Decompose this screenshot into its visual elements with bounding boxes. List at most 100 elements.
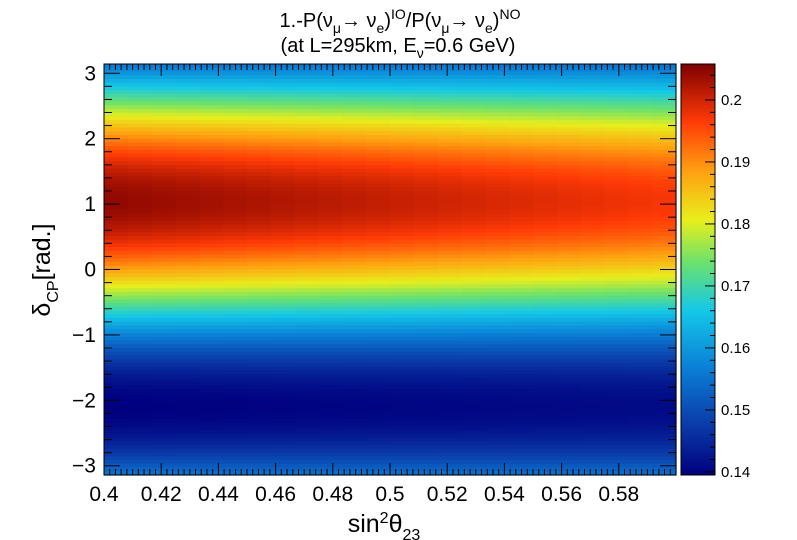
heatmap-cell (580, 392, 606, 398)
heatmap-cell (199, 205, 224, 211)
heatmap-cell (413, 183, 439, 188)
heatmap-cell (556, 329, 582, 334)
heatmap-cell (342, 217, 367, 222)
heatmap-cell (270, 310, 296, 315)
heatmap-cell (485, 374, 510, 379)
heatmap-cell (151, 310, 177, 315)
heatmap-cell (437, 235, 463, 241)
heatmap-cell (485, 134, 510, 140)
heatmap-cell (104, 142, 129, 147)
heatmap-cell (104, 93, 129, 99)
heatmap-cell (533, 108, 558, 114)
heatmap-cell (556, 112, 582, 117)
heatmap-cell (652, 418, 677, 424)
heatmap-cell (628, 288, 653, 293)
heatmap-cell (104, 164, 129, 170)
heatmap-cell (580, 205, 606, 211)
heatmap-cell (461, 280, 486, 286)
heatmap-cell (461, 198, 486, 203)
heatmap-cell (604, 93, 629, 99)
heatmap-cell (247, 187, 272, 192)
heatmap-cell (556, 396, 582, 401)
heatmap-cell (199, 123, 224, 129)
heatmap-cell (151, 153, 177, 159)
heatmap-cell (556, 392, 582, 398)
heatmap-cell (318, 291, 343, 297)
heatmap-cell (533, 179, 558, 185)
heatmap-cell (366, 318, 391, 323)
heatmap-cell (151, 232, 177, 237)
heatmap-cell (604, 112, 629, 117)
heatmap-cell (604, 220, 629, 226)
heatmap-cell (533, 183, 558, 188)
heatmap-cell (628, 183, 653, 188)
heatmap-cell (413, 120, 439, 125)
heatmap-cell (366, 232, 391, 237)
heatmap-cell (294, 93, 320, 99)
heatmap-cell (628, 254, 653, 259)
heatmap-cell (556, 90, 582, 95)
heatmap-cell (318, 366, 343, 371)
heatmap-cell (151, 411, 177, 416)
heatmap-cell (342, 146, 367, 151)
heatmap-cell (104, 247, 129, 252)
heatmap-cell (485, 235, 510, 241)
heatmap-cell (247, 146, 272, 151)
heatmap-cell (366, 228, 391, 233)
heatmap-cell (556, 105, 582, 110)
heatmap-cell (437, 333, 463, 338)
heatmap-cell (223, 243, 248, 248)
heatmap-cell (461, 460, 486, 465)
heatmap-cell (437, 299, 463, 304)
heatmap-cell (366, 295, 391, 300)
heatmap-cell (199, 149, 224, 155)
heatmap-cell (437, 433, 463, 439)
heatmap-cell (485, 149, 510, 155)
heatmap-cell (199, 247, 224, 252)
heatmap-cell (580, 418, 606, 424)
heatmap-cell (199, 191, 224, 196)
heatmap-cell (175, 448, 200, 454)
heatmap-cell (390, 183, 415, 188)
heatmap-cell (604, 209, 629, 215)
heatmap-cell (175, 366, 200, 371)
heatmap-cell (270, 407, 296, 413)
heatmap-cell (366, 90, 391, 95)
heatmap-cell (342, 441, 367, 446)
heatmap-cell (390, 385, 415, 390)
heatmap-cell (342, 243, 367, 248)
heatmap-cell (342, 374, 367, 379)
heatmap-cell (199, 460, 224, 465)
heatmap-cell (461, 433, 486, 439)
heatmap-cell (247, 400, 272, 405)
heatmap-cell (247, 288, 272, 293)
heatmap-cell (247, 149, 272, 155)
heatmap-cell (127, 284, 153, 289)
heatmap-cell (294, 67, 320, 73)
heatmap-cell (413, 75, 439, 80)
heatmap-cell (628, 407, 653, 413)
heatmap-cell (199, 318, 224, 323)
heatmap-cell (223, 183, 248, 188)
heatmap-cell (199, 347, 224, 353)
heatmap-cell (318, 202, 343, 207)
heatmap-cell (294, 448, 320, 454)
heatmap-cell (223, 194, 248, 200)
heatmap-cell (580, 213, 606, 218)
heatmap-cell (175, 351, 200, 357)
heatmap-cell (485, 456, 510, 461)
heatmap-cell (485, 105, 510, 110)
heatmap-cell (318, 321, 343, 327)
heatmap-cell (533, 235, 558, 241)
heatmap-cell (509, 318, 534, 323)
heatmap-cell (294, 235, 320, 241)
heatmap-cell (652, 82, 677, 88)
heatmap-cell (509, 430, 534, 435)
heatmap-cell (199, 131, 224, 136)
heatmap-cell (104, 265, 129, 271)
heatmap-cell (413, 105, 439, 110)
heatmap-cell (223, 224, 248, 229)
heatmap-cell (413, 448, 439, 454)
heatmap-cell (533, 78, 558, 84)
heatmap-cell (223, 134, 248, 140)
